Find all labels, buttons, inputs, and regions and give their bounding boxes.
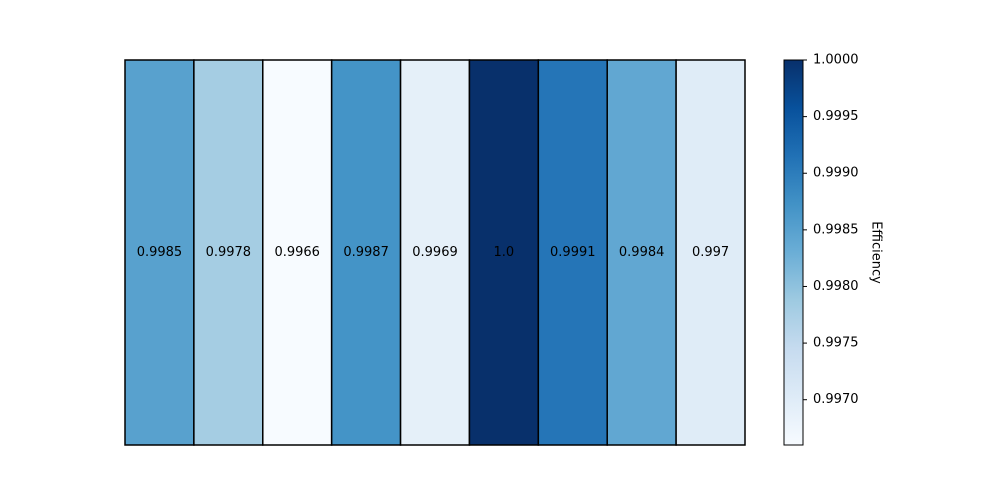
heatmap-cell-label: 0.9987 [343, 245, 389, 260]
heatmap-cell-label: 0.9966 [274, 245, 320, 260]
heatmap-cell-label: 0.997 [692, 245, 729, 260]
colorbar-tick-label: 0.9985 [813, 222, 859, 237]
heatmap-cell [330, 59, 402, 446]
heatmap-cell [193, 59, 264, 446]
heatmap-cell [399, 59, 471, 446]
heatmap-cell [124, 59, 195, 446]
heatmap-cell [675, 59, 746, 446]
colorbar: 0.9970 0.9975 0.9980 0.9985 0.9990 0.9995 1.00… [783, 53, 859, 446]
colorbar-tick-label: 0.9980 [813, 279, 859, 294]
heatmap-cell [468, 59, 540, 446]
heatmap-cell-label: 0.9984 [619, 245, 665, 260]
colorbar-ticks: 0.9970 0.9975 0.9980 0.9985 0.9990 0.9995 1.00… [803, 53, 859, 407]
heatmap-cell-label: 0.9985 [137, 245, 183, 260]
colorbar-tick-label: 0.9975 [813, 336, 859, 351]
heatmap-cell-label: 0.9969 [412, 245, 458, 260]
heatmap-cell [537, 59, 608, 446]
heatmap-cell [262, 59, 333, 446]
colorbar-tick-label: 1.0000 [813, 53, 859, 68]
heatmap-cell [606, 59, 677, 446]
colorbar-tick-label: 0.9970 [813, 392, 859, 407]
heatmap-cell-labels: 0.9985 0.9978 0.9966 0.9987 0.9969 1.0 0.9991 0… [137, 245, 729, 260]
heatmap-cell-label: 0.9991 [550, 245, 596, 260]
colorbar-tick-label: 0.9990 [813, 166, 859, 181]
heatmap-cells [124, 59, 746, 446]
heatmap-cell-label: 1.0 [494, 245, 515, 260]
colorbar-gradient [783, 59, 804, 446]
colorbar-tick-label: 0.9995 [813, 109, 859, 124]
heatmap-cell-label: 0.9978 [206, 245, 252, 260]
colorbar-label: Efficiency [869, 221, 884, 284]
